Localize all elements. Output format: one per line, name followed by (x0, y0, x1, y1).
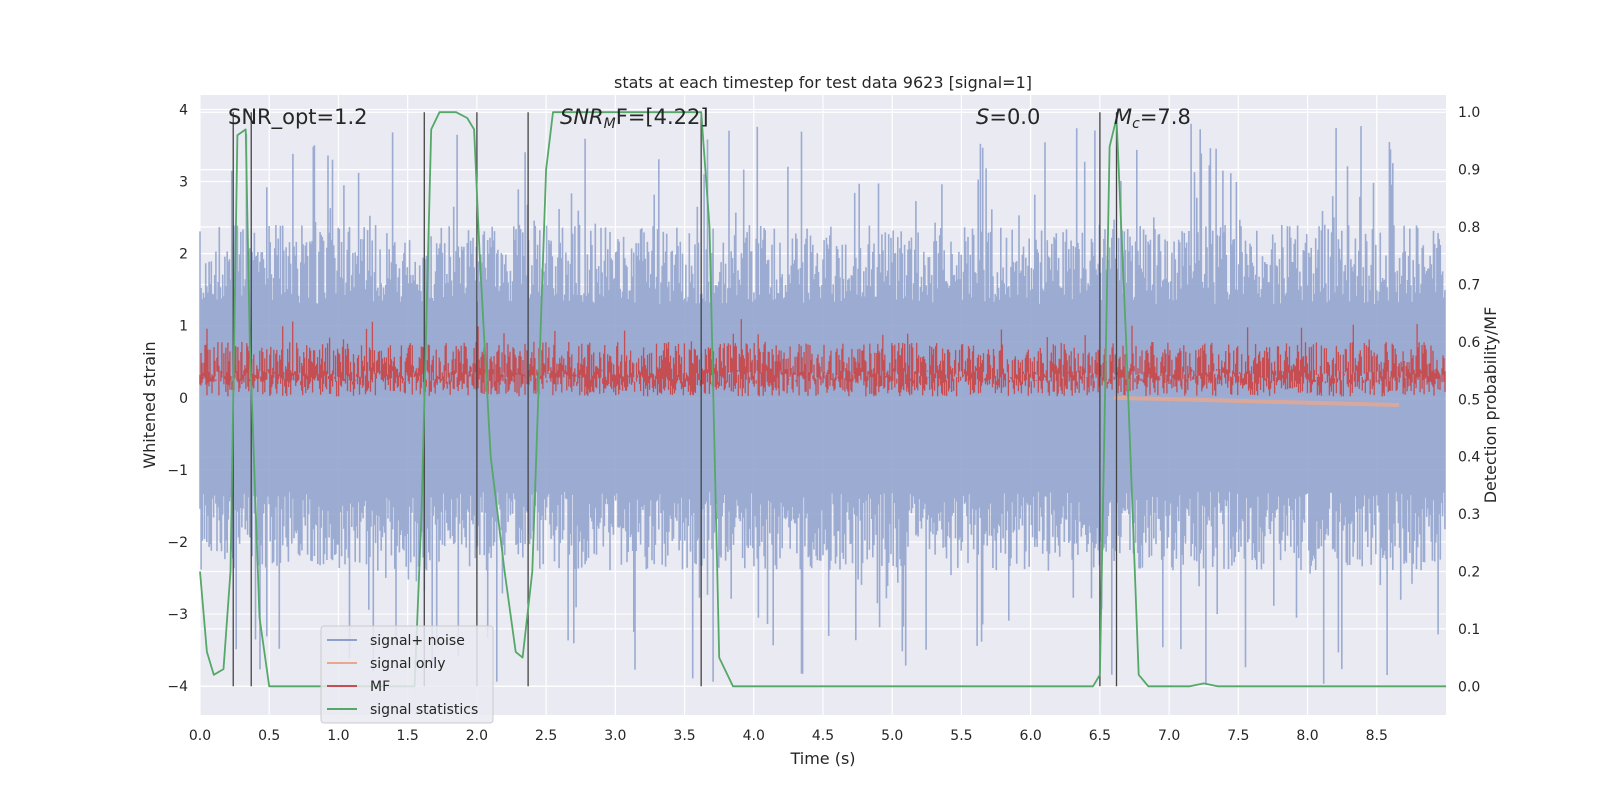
x-tick-label: 1.0 (327, 728, 349, 744)
x-tick-label: 3.0 (604, 728, 626, 744)
x-tick-label: 4.5 (812, 728, 834, 744)
y-left-tick-label: 3 (179, 175, 188, 191)
y-right-tick-label: 0.2 (1458, 564, 1480, 580)
y-right-tick-label: 0.1 (1458, 622, 1480, 638)
x-tick-label: 0.0 (189, 728, 211, 744)
y-right-tick-labels: 1.0 0.9 0.8 0.7 0.6 0.5 0.4 0.3 0.2 0.1 0.0 (1458, 105, 1480, 695)
mc-rest: =7.8 (1140, 105, 1191, 129)
annotation-snr-mf: SNRMF=[4.22] (560, 105, 709, 132)
x-tick-label: 2.0 (466, 728, 488, 744)
legend: signal+ noise signal only MF signal statist… (320, 625, 494, 724)
x-tick-label: 8.0 (1296, 728, 1318, 744)
x-tick-label: 4.0 (743, 728, 765, 744)
annotation-mc: Mc=7.8 (1114, 105, 1191, 132)
x-axis-label: Time (s) (789, 749, 855, 768)
y-left-tick-label: −2 (167, 535, 188, 551)
y-right-tick-label: 0.8 (1458, 220, 1480, 236)
y-left-tick-label: −1 (167, 463, 188, 479)
x-tick-label: 0.5 (258, 728, 280, 744)
x-tick-label: 5.5 (950, 728, 972, 744)
s-main: S (976, 105, 989, 129)
x-tick-label: 1.5 (397, 728, 419, 744)
snr-mf-rest: F=[4.22] (616, 105, 709, 129)
y-right-tick-label: 0.3 (1458, 507, 1480, 523)
snr-mf-sub: M (604, 116, 616, 132)
s-rest: =0.0 (989, 105, 1040, 129)
x-tick-label: 7.5 (1227, 728, 1249, 744)
legend-label: signal statistics (370, 702, 478, 718)
x-tick-label: 3.5 (673, 728, 695, 744)
y-left-tick-label: 2 (179, 247, 188, 263)
series-signal-only (1113, 395, 1399, 407)
annotation-s: S=0.0 (976, 105, 1040, 129)
x-tick-label: 8.5 (1366, 728, 1388, 744)
x-tick-label: 6.5 (1089, 728, 1111, 744)
mf-trace (199, 319, 1446, 397)
y-right-tick-label: 0.0 (1458, 679, 1480, 695)
signal-statistics-line (199, 111, 1446, 688)
signal-only-line (1113, 395, 1399, 407)
x-tick-label: 5.0 (881, 728, 903, 744)
y-right-tick-label: 0.4 (1458, 450, 1480, 466)
y-left-tick-labels: 4 3 2 1 0 −1 −2 −3 −4 (167, 102, 188, 695)
legend-label: MF (370, 679, 390, 695)
x-tick-labels: 0.0 0.5 1.0 1.5 2.0 2.5 3.0 3.5 4.0 4.5 5.0 5.5 6.0 6… (189, 728, 1388, 744)
y-left-tick-label: −3 (167, 607, 188, 623)
mc-main: M (1114, 105, 1132, 129)
y-left-axis-label: Whitened strain (140, 341, 159, 468)
series-signal-statistics (199, 111, 1446, 688)
y-right-axis-label: Detection probability/MF (1481, 307, 1500, 504)
y-left-tick-label: 4 (179, 102, 188, 118)
snr-mf-main: SNR (560, 105, 604, 129)
y-right-tick-label: 0.5 (1458, 392, 1480, 408)
mc-sub: c (1132, 116, 1140, 132)
annotation-snr-opt: SNR_opt=1.2 (228, 105, 368, 130)
legend-label: signal only (370, 656, 445, 672)
x-tick-label: 7.0 (1158, 728, 1180, 744)
series-mf (199, 319, 1446, 397)
y-left-tick-label: −4 (167, 679, 188, 695)
y-left-tick-label: 1 (179, 319, 188, 335)
x-tick-label: 2.5 (535, 728, 557, 744)
y-right-tick-label: 1.0 (1458, 105, 1480, 121)
legend-box (320, 625, 494, 724)
y-right-tick-label: 0.6 (1458, 335, 1480, 351)
y-left-tick-label: 0 (179, 391, 188, 407)
y-right-tick-label: 0.7 (1458, 277, 1480, 293)
y-right-tick-label: 0.9 (1458, 163, 1480, 179)
chart-title: stats at each timestep for test data 962… (614, 73, 1032, 92)
legend-label: signal+ noise (370, 633, 465, 649)
x-tick-label: 6.0 (1020, 728, 1042, 744)
